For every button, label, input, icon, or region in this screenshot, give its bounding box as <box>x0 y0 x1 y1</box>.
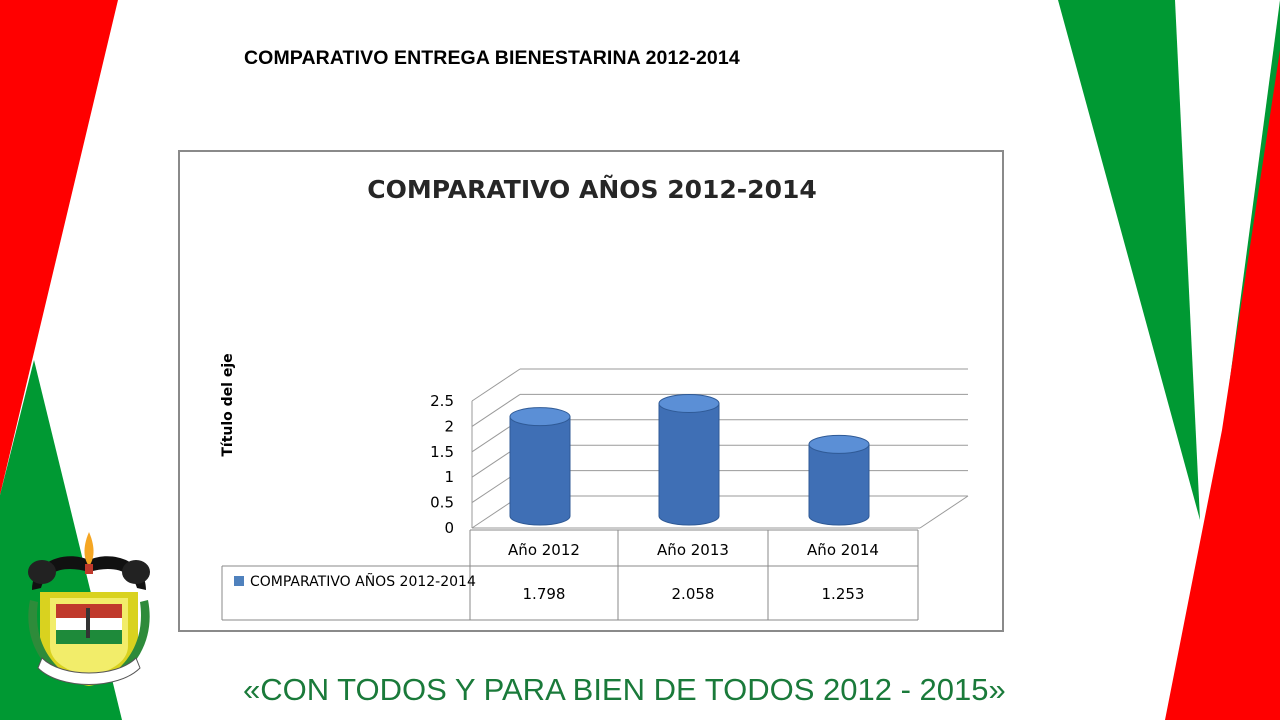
bar-2 <box>658 393 720 526</box>
chart-title: COMPARATIVO AÑOS 2012-2014 <box>367 175 817 204</box>
data-label: 2.058 <box>672 585 715 603</box>
y-tick-label: 1.5 <box>430 443 454 461</box>
bar-chart: COMPARATIVO AÑOS 2012-2014 Título del ej… <box>220 175 969 621</box>
gridline-side <box>471 393 521 427</box>
bar-body <box>808 443 870 526</box>
bar-top <box>658 393 720 413</box>
right-green-stripe <box>1058 0 1200 520</box>
floor-right-edge <box>919 495 969 529</box>
y-tick-label: 1 <box>444 468 454 486</box>
legend-label: COMPARATIVO AÑOS 2012-2014 <box>250 573 476 590</box>
bar-3 <box>808 434 870 526</box>
slogan: «CON TODOS Y PARA BIEN DE TODOS 2012 - 2… <box>243 672 1006 707</box>
y-axis-title: Título del eje <box>220 353 236 456</box>
data-label: 1.798 <box>523 585 566 603</box>
bar-top <box>808 434 870 454</box>
slide-title: COMPARATIVO ENTREGA BIENESTARINA 2012-20… <box>244 47 740 69</box>
gridline-side <box>471 368 521 402</box>
y-tick-label: 0.5 <box>430 494 454 512</box>
category-label: Año 2014 <box>807 541 879 559</box>
y-tick-label: 2 <box>444 417 454 435</box>
category-label: Año 2012 <box>508 541 580 559</box>
y-axis-ticks: 0 0.5 1 1.5 2 2.5 <box>430 392 454 537</box>
left-red-stripe <box>0 0 118 495</box>
municipal-coat-of-arms <box>28 532 150 686</box>
category-label: Año 2013 <box>657 541 729 559</box>
y-tick-label: 2.5 <box>430 392 454 410</box>
data-table: Año 2012 1.798 Año 2013 2.058 Año 2014 1.253 C… <box>221 529 919 621</box>
bar-body <box>509 416 571 526</box>
bar-top <box>509 407 571 427</box>
y-tick-label: 0 <box>444 519 454 537</box>
bar-1 <box>509 407 571 526</box>
coat-of-arms-icon <box>28 532 150 686</box>
chart-bars <box>509 393 870 526</box>
chart-container: COMPARATIVO AÑOS 2012-2014 Título del ej… <box>178 150 1004 632</box>
data-label: 1.253 <box>822 585 865 603</box>
legend-key <box>234 576 244 586</box>
bar-body <box>658 402 720 526</box>
right-red-stripe <box>1165 50 1280 720</box>
